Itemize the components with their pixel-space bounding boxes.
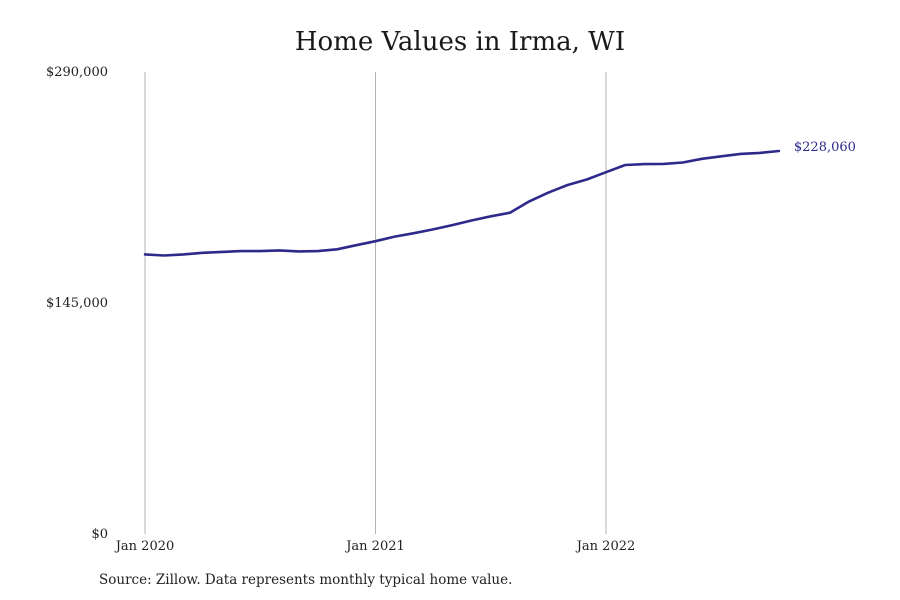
y-axis-ticks: $0 $145,000 $290,000 — [46, 65, 108, 542]
x-tick-label: Jan 2020 — [114, 539, 175, 554]
x-tick-label: Jan 2022 — [575, 539, 636, 554]
y-tick-label: $0 — [91, 527, 108, 542]
y-tick-label: $290,000 — [46, 65, 108, 80]
end-value-label: $228,060 — [794, 140, 856, 155]
y-tick-label: $145,000 — [46, 296, 108, 311]
chart-title: Home Values in Irma, WI — [294, 27, 626, 57]
series-layer: $228,060 — [143, 140, 856, 257]
source-note: Source: Zillow. Data represents monthly … — [99, 572, 513, 588]
grid-layer — [144, 72, 607, 534]
x-tick-label: Jan 2021 — [344, 539, 405, 554]
x-axis-ticks: Jan 2020 Jan 2021 Jan 2022 — [114, 539, 636, 554]
series-line — [143, 149, 781, 257]
